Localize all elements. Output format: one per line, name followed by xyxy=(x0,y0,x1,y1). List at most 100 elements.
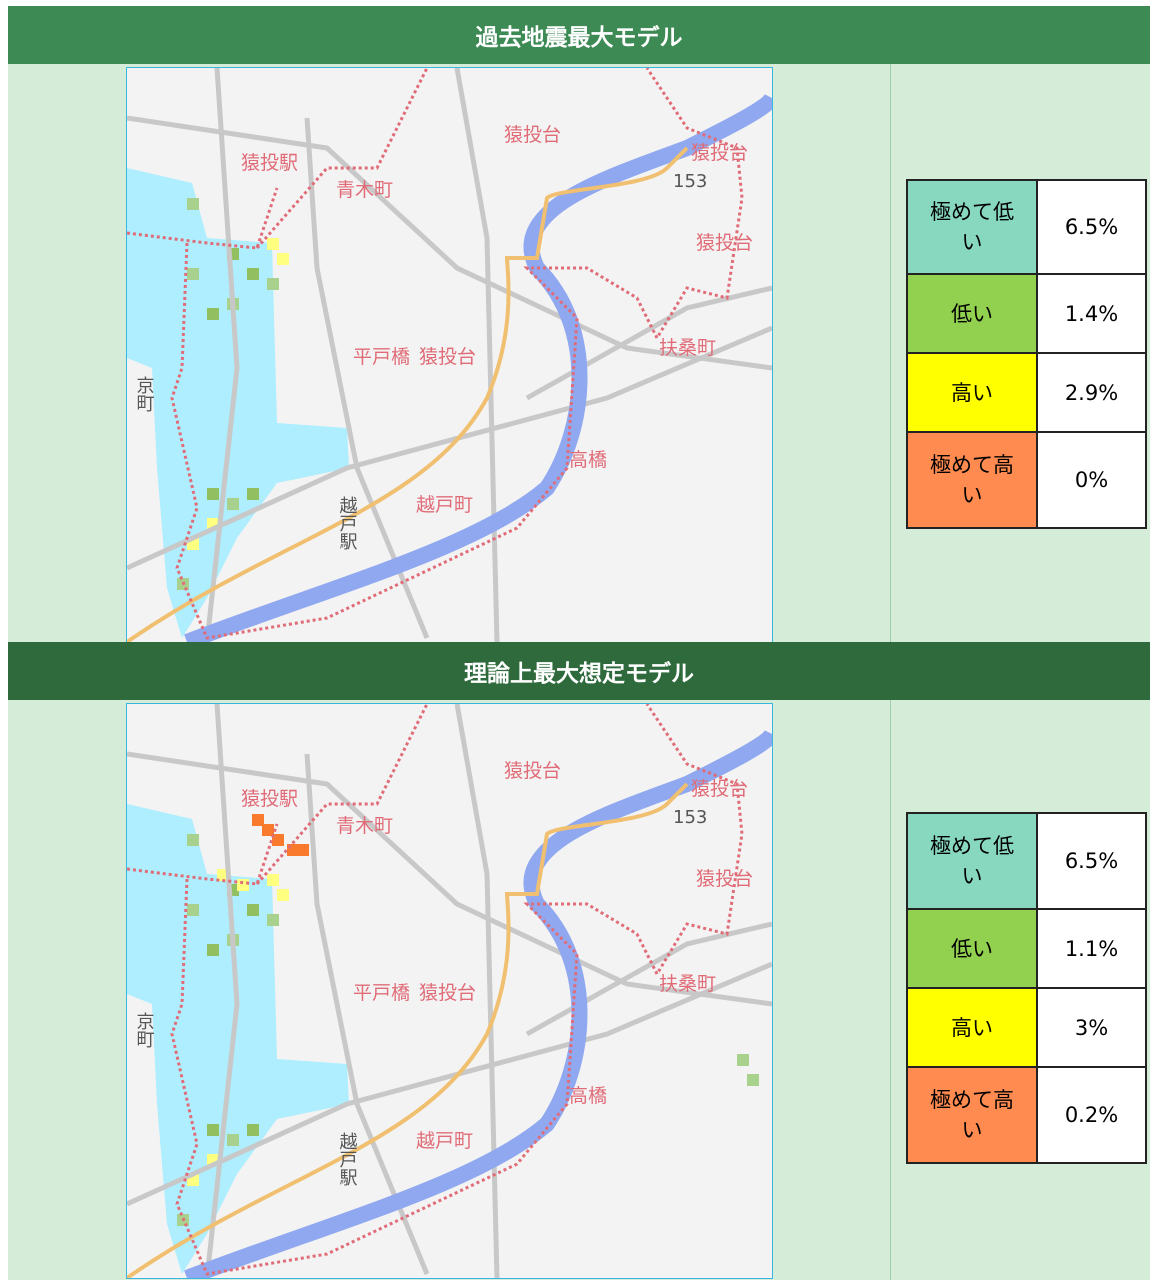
hazard-cell xyxy=(237,879,249,891)
legend-value: 6.5% xyxy=(1036,812,1147,910)
road xyxy=(127,961,772,1207)
legend-value: 1.4% xyxy=(1036,273,1147,354)
hazard-cell xyxy=(267,278,279,290)
hazard-cell xyxy=(247,268,259,280)
legend-table: 極めて低い 6.5% 低い 1.4% 高い 2.9% 極めて高い 0% xyxy=(906,179,1147,529)
cell-divider xyxy=(890,700,891,1280)
hazard-cell xyxy=(227,498,239,510)
map-label: 153 xyxy=(673,171,707,192)
map-label: 越戸町 xyxy=(416,494,473,516)
main-road xyxy=(127,782,689,1278)
legend-row: 極めて低い 6.5% xyxy=(906,179,1147,275)
hazard-map: 猿投駅 青木町 猿投台 猿投台 猿投台 平戸橋 猿投台 扶桑町 高橋 越戸町 越戸駅 京町 153 xyxy=(126,67,773,643)
hazard-cell xyxy=(187,198,199,210)
legend-label: 低い xyxy=(906,273,1038,354)
hazard-cell xyxy=(272,834,284,846)
hazard-cell xyxy=(297,844,309,856)
map-label: 猿投台 xyxy=(504,760,561,782)
map-label: 153 xyxy=(673,807,707,828)
legend-label: 高い xyxy=(906,352,1038,433)
road xyxy=(304,753,430,1275)
legend-row: 極めて低い 6.5% xyxy=(906,812,1147,910)
map-label: 猿投駅 xyxy=(241,788,298,810)
map-label: 扶桑町 xyxy=(659,973,716,995)
boundary xyxy=(127,704,744,1276)
map-label: 平戸橋 xyxy=(353,982,410,1004)
hazard-cell xyxy=(247,904,259,916)
legend-value: 2.9% xyxy=(1036,352,1147,433)
map-label: 扶桑町 xyxy=(659,337,716,359)
map-label: 猿投台 xyxy=(504,124,561,146)
hazard-cell xyxy=(187,904,199,916)
road xyxy=(304,117,430,639)
legend-value: 6.5% xyxy=(1036,179,1147,275)
legend-row: 低い 1.1% xyxy=(906,908,1147,989)
legend-row: 極めて高い 0% xyxy=(906,431,1147,529)
hazard-cell xyxy=(267,914,279,926)
map-label: 猿投台 xyxy=(691,778,748,800)
legend-label: 低い xyxy=(906,908,1038,989)
map-label: 猿投台 xyxy=(419,346,476,368)
legend-value: 3% xyxy=(1036,987,1147,1068)
water-area xyxy=(127,804,349,1274)
river xyxy=(184,93,772,642)
water-area xyxy=(127,168,349,638)
map-label: 越戸駅 xyxy=(337,1132,358,1187)
section-header: 過去地震最大モデル xyxy=(8,6,1150,64)
hazard-cell xyxy=(207,308,219,320)
road xyxy=(454,704,500,1278)
legend-row: 高い 2.9% xyxy=(906,352,1147,433)
legend-table: 極めて低い 6.5% 低い 1.1% 高い 3% 極めて高い 0.2% xyxy=(906,812,1147,1164)
hazard-cell xyxy=(262,824,274,836)
map-label: 高橋 xyxy=(569,449,607,471)
legend-label: 極めて高い xyxy=(906,431,1038,529)
hazard-map: 猿投駅 青木町 猿投台 猿投台 猿投台 平戸橋 猿投台 扶桑町 高橋 越戸町 越戸駅 京町 153 xyxy=(126,703,773,1279)
legend-value: 0% xyxy=(1036,431,1147,529)
river xyxy=(184,729,772,1278)
section-body: 猿投駅 青木町 猿投台 猿投台 猿投台 平戸橋 猿投台 扶桑町 高橋 越戸町 越戸駅 京町 153 極めて… xyxy=(8,64,1150,644)
hazard-cell xyxy=(747,1074,759,1086)
map-label: 猿投台 xyxy=(419,982,476,1004)
section-header: 理論上最大想定モデル xyxy=(8,642,1150,700)
legend-row: 高い 3% xyxy=(906,987,1147,1068)
map-label: 越戸町 xyxy=(416,1130,473,1152)
map-label: 京町 xyxy=(134,376,155,412)
hazard-cell xyxy=(247,1124,259,1136)
hazard-cell xyxy=(207,944,219,956)
legend-label: 極めて低い xyxy=(906,179,1038,275)
boundary xyxy=(127,68,744,640)
road xyxy=(454,68,500,642)
section-body: 猿投駅 青木町 猿投台 猿投台 猿投台 平戸橋 猿投台 扶桑町 高橋 越戸町 越戸駅 京町 153 極めて… xyxy=(8,700,1150,1280)
map-label: 青木町 xyxy=(336,815,393,837)
legend-label: 極めて高い xyxy=(906,1066,1038,1164)
map-label: 猿投駅 xyxy=(241,152,298,174)
map-label: 平戸橋 xyxy=(353,346,410,368)
road xyxy=(127,115,772,371)
hazard-cell xyxy=(227,1134,239,1146)
hazard-cell xyxy=(187,268,199,280)
legend-row: 極めて高い 0.2% xyxy=(906,1066,1147,1164)
legend-row: 低い 1.4% xyxy=(906,273,1147,354)
hazard-cell xyxy=(252,814,264,826)
hazard-cell xyxy=(207,1124,219,1136)
road xyxy=(127,325,772,571)
hazard-cell xyxy=(247,488,259,500)
map-label: 猿投台 xyxy=(696,868,753,890)
cell-divider xyxy=(890,64,891,644)
hazard-cell xyxy=(187,834,199,846)
hazard-cell xyxy=(267,238,279,250)
legend-value: 1.1% xyxy=(1036,908,1147,989)
road xyxy=(127,751,772,1007)
map-label: 猿投台 xyxy=(691,142,748,164)
hazard-cell xyxy=(207,488,219,500)
hazard-cell xyxy=(277,889,289,901)
road xyxy=(204,68,240,642)
map-label: 青木町 xyxy=(336,179,393,201)
hazard-cell xyxy=(277,253,289,265)
main-road xyxy=(127,146,689,642)
road xyxy=(204,704,240,1278)
hazard-cell xyxy=(737,1054,749,1066)
